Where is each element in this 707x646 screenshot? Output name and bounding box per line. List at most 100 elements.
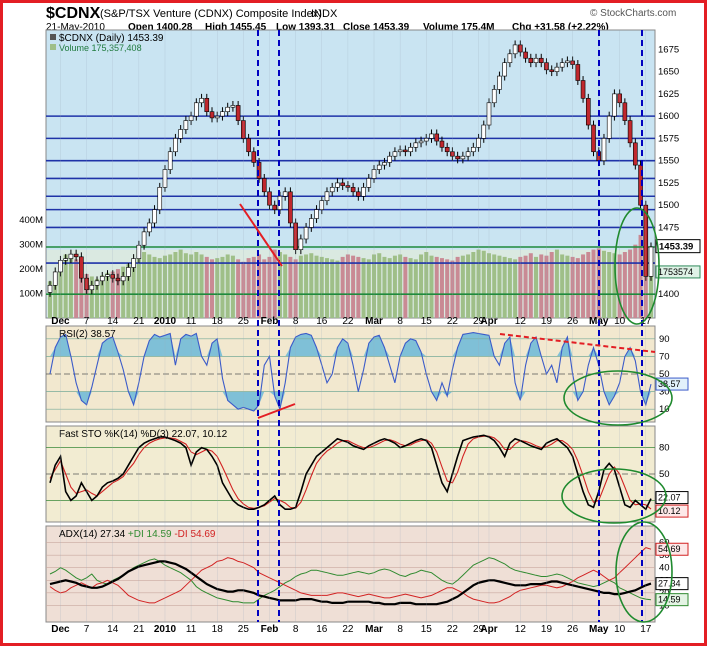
candle [622, 102, 628, 121]
price-tick-label: 1500 [658, 200, 679, 211]
candle [126, 267, 131, 277]
x-axis-label: 12 [515, 316, 527, 327]
x-axis-label: 2010 [154, 624, 177, 635]
volume-bar [392, 255, 397, 318]
header-open: Open 1400.28 [128, 22, 193, 33]
minus-di-line [49, 547, 652, 604]
volume-bar [528, 253, 533, 318]
volume-bar [288, 256, 293, 318]
last-volume-badge [655, 265, 701, 279]
candle [434, 133, 440, 142]
x-axis-label: 26 [567, 624, 579, 635]
candle [335, 182, 340, 188]
x-axis-label: 8 [397, 316, 403, 327]
x-axis-label: 22 [447, 624, 459, 635]
candle [94, 280, 100, 286]
volume-bar [638, 234, 643, 318]
volume-bar [497, 255, 502, 318]
volume-bar [382, 256, 387, 318]
volume-bar [633, 244, 638, 318]
candle [225, 106, 230, 112]
header-chg: Chg +31.58 (+2.22%) [512, 22, 609, 33]
volume-bar [157, 258, 162, 318]
volume-bar [225, 254, 230, 318]
adx-badge-plus_di [655, 593, 689, 607]
x-axis-label: Dec [51, 624, 70, 635]
volume-bar [403, 256, 408, 318]
volume-bar [560, 254, 565, 318]
candle [115, 277, 121, 282]
x-axis-label: 2010 [154, 316, 177, 327]
candle [230, 105, 236, 108]
volume-bar [79, 266, 84, 318]
x-axis-label: 7 [84, 316, 90, 327]
last-price-value: 1453.39 [659, 242, 693, 253]
x-axis-label: 16 [316, 624, 328, 635]
candle [152, 209, 157, 224]
volume-bar [324, 258, 329, 318]
volume-tick-label: 200M [19, 264, 43, 275]
volume-bar [330, 259, 335, 318]
candle [554, 66, 560, 72]
price-tick-label: 1625 [658, 89, 679, 100]
volume-bar [455, 256, 460, 318]
volume-bar [257, 254, 262, 318]
x-axis-label: 12 [515, 624, 527, 635]
volume-bar [612, 253, 617, 318]
volume-bar [152, 256, 157, 318]
rsi-tick-label: 70 [659, 351, 670, 362]
candle [481, 124, 487, 139]
legend-volume-icon [50, 44, 56, 50]
candle [376, 164, 382, 170]
candle [282, 191, 288, 197]
x-axis-label: 14 [107, 624, 119, 635]
candle [220, 111, 225, 117]
candle [157, 187, 163, 210]
volume-bar [601, 250, 606, 318]
volume-bar [408, 258, 413, 318]
candle [120, 276, 126, 282]
candle [444, 146, 450, 153]
candle [141, 231, 147, 246]
volume-bar [481, 250, 486, 318]
candle [303, 227, 309, 240]
price-tick-label: 1525 [658, 178, 679, 189]
volume-bar [272, 249, 277, 318]
volume-bar [173, 252, 178, 318]
rsi-tick-label: 50 [659, 369, 670, 380]
volume-bar [356, 256, 361, 318]
x-axis-label: 11 [186, 624, 197, 635]
volume-bar [549, 252, 554, 318]
price-tick-label: 1550 [658, 156, 679, 167]
volume-bar [95, 278, 100, 318]
candle [565, 60, 570, 64]
legend-price: $CDNX (Daily) 1453.39 [59, 33, 164, 44]
sto-tick-label: 50 [659, 469, 670, 480]
volume-bar [513, 259, 518, 318]
candle [612, 93, 617, 117]
candle [235, 105, 241, 121]
volume-bar [413, 259, 418, 318]
volume-bar [507, 258, 512, 318]
x-axis-label: 19 [541, 624, 553, 635]
candle [173, 138, 178, 153]
candle [99, 276, 105, 282]
legend-volume: Volume 175,357,408 [59, 43, 142, 53]
legend-sto: Fast STO %K(14) %D(3) 22.07, 10.12 [59, 429, 228, 440]
x-axis-label: Mar [365, 624, 383, 635]
candle [146, 222, 152, 233]
volume-bar [304, 254, 309, 318]
x-axis-label: 18 [212, 624, 224, 635]
candle [382, 162, 387, 166]
volume-bar [377, 253, 382, 318]
volume-bar [314, 255, 319, 318]
x-axis-label: Dec [51, 316, 70, 327]
x-axis-label: 8 [397, 624, 403, 635]
volume-bar [48, 281, 52, 318]
x-axis-label: 21 [133, 316, 145, 327]
rsi-line [49, 332, 652, 412]
x-axis-label: 26 [567, 316, 579, 327]
x-axis-label: 22 [342, 624, 354, 635]
sto-tick-label: 80 [659, 443, 670, 454]
